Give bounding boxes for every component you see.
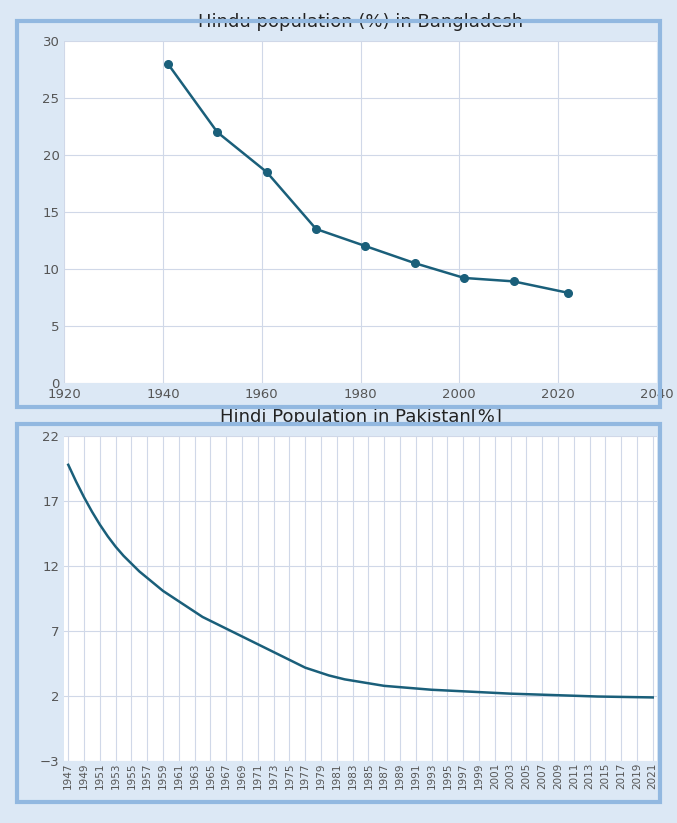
Title: Hindi Population in Pakistan[%]: Hindi Population in Pakistan[%]	[219, 408, 502, 426]
Title: Hindu population (%) in Bangladesh: Hindu population (%) in Bangladesh	[198, 13, 523, 31]
